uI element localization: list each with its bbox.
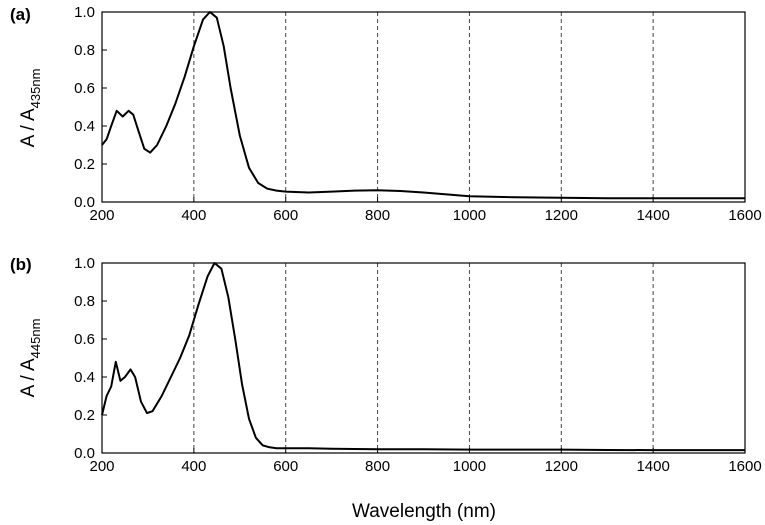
panel-b-x-tick-label-1000: 1000 [453, 458, 486, 475]
panel-a-x-tick-label-1200: 1200 [545, 207, 578, 224]
panel-b-y-tick-label-0.6: 0.6 [74, 331, 95, 348]
panel-b-x-tick-label-800: 800 [365, 458, 390, 475]
panel-b-y-tick-label-1.0: 1.0 [74, 255, 95, 272]
panel-a-x-tick-label-1400: 1400 [636, 207, 669, 224]
panel-a-ylabel-subscript: 435nm [28, 69, 43, 109]
panel-a-x-tick-label-1000: 1000 [453, 207, 486, 224]
panel-b-x-tick-label-1200: 1200 [545, 458, 578, 475]
panel-a-y-tick-label-1.0: 1.0 [74, 4, 95, 21]
panel-b-ylabel: A / A445nm [18, 319, 43, 398]
panel-b-x-tick-label-400: 400 [181, 458, 206, 475]
panel-a-y-tick-label-0.8: 0.8 [74, 42, 95, 59]
panel-a-y-tick-label-0.2: 0.2 [74, 156, 95, 173]
panel-a-ylabel-main: A / A [18, 108, 39, 147]
panel-b-x-tick-label-200: 200 [89, 458, 114, 475]
panel-b-label: (b) [10, 255, 32, 274]
panel-a-spectrum-line [101, 11, 745, 200]
panel-a: (a) A / A435nm 200 400 600 800 1000 1200 1400 1… [10, 4, 762, 224]
panel-b-ylabel-subscript: 445nm [28, 319, 43, 359]
x-axis-label: Wavelength (nm) [352, 501, 496, 522]
panel-a-x-tick-label-800: 800 [365, 207, 390, 224]
panel-a-label: (a) [10, 5, 31, 24]
panel-b-x-tick-label-600: 600 [273, 458, 298, 475]
panel-a-x-tick-label-600: 600 [273, 207, 298, 224]
panel-a-x-tick-label-200: 200 [89, 207, 114, 224]
panel-b-x-tick-label-1600: 1600 [728, 458, 761, 475]
panel-a-y-tick-label-0.0: 0.0 [74, 194, 95, 211]
panel-a-x-tick-label-400: 400 [181, 207, 206, 224]
panel-b-x-tick-label-1400: 1400 [636, 458, 669, 475]
panel-a-y-tick-label-0.6: 0.6 [74, 80, 95, 97]
panel-a-x-tick-label-1600: 1600 [728, 207, 761, 224]
panel-a-y-tick-label-0.4: 0.4 [74, 118, 95, 135]
panel-b-y-tick-label-0.0: 0.0 [74, 445, 95, 462]
panel-a-plot-frame [101, 11, 746, 203]
panel-b-y-tick-label-0.2: 0.2 [74, 407, 95, 424]
panel-b-spectrum-line [101, 262, 745, 452]
panel-b-y-tick-label-0.4: 0.4 [74, 369, 95, 386]
panel-b-ylabel-main: A / A [18, 358, 39, 397]
panel-b-y-tick-label-0.8: 0.8 [74, 293, 95, 310]
panel-b-plot-frame [101, 262, 746, 454]
panel-b: (b) A / A445nm 200 400 600 800 1000 1200 1400 1… [10, 255, 762, 475]
panel-a-ylabel: A / A435nm [18, 69, 43, 148]
